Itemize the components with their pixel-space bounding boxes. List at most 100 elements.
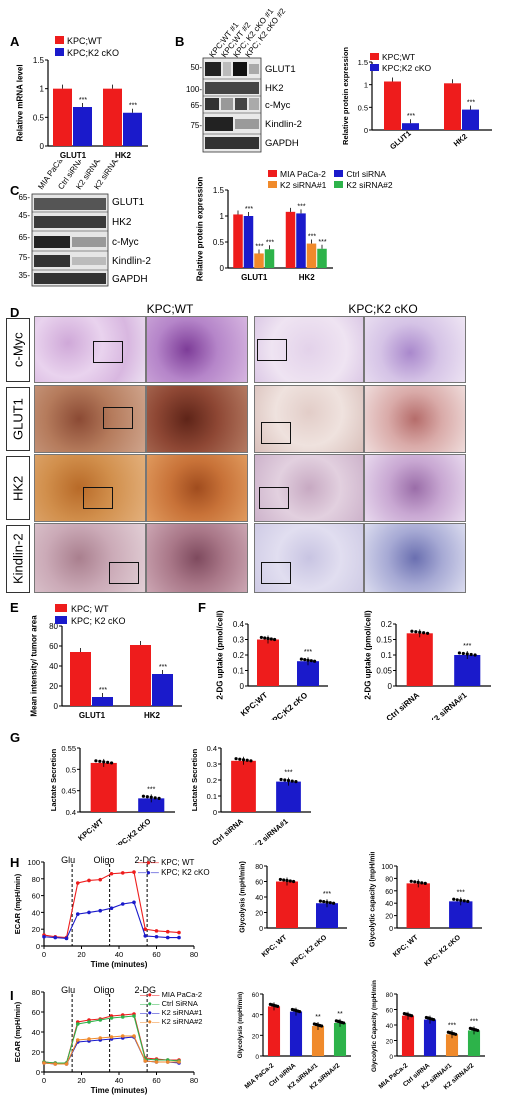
chart-h1-ytick-label-1: 20 bbox=[32, 925, 40, 934]
ihc-hk2-ko-low bbox=[254, 454, 364, 522]
chart-h3-ytick-label-0: 0 bbox=[389, 926, 393, 933]
chart-h3-ytick-label-4: 80 bbox=[385, 876, 393, 883]
chart-i2-ytick-label-3: 60 bbox=[252, 992, 260, 999]
chart-i1-point-3-11 bbox=[165, 1060, 170, 1064]
panel-b-label: B bbox=[175, 34, 185, 49]
panel-i-label: I bbox=[10, 988, 14, 1003]
chart-b-sig-1-0: *** bbox=[407, 113, 415, 120]
chart-h3-ytick-label-2: 40 bbox=[385, 901, 393, 908]
chart-h3-bar-1 bbox=[449, 901, 473, 928]
chart-h1-ecar: 0 20 40 60 80 100 ECAR (mpH/min) 0 20 40 60 80 Time … bbox=[13, 855, 198, 969]
chart-f1-ytick-label-3: 0.3 bbox=[233, 636, 245, 645]
chart-a-bar-0-0 bbox=[53, 88, 72, 146]
chart-g1-ylabel: Lactate Secretion bbox=[49, 748, 58, 811]
chart-h1-point-1-12 bbox=[177, 935, 181, 940]
chart-f2-ylabel: 2-DG uptake (pmol/cell) bbox=[363, 610, 372, 700]
chart-i2-sig-3: ** bbox=[337, 1011, 343, 1018]
chart-f1-ytick-label-1: 0.1 bbox=[233, 667, 245, 676]
chart-b-bar-1-1 bbox=[462, 109, 479, 130]
chart-i3-sig-2: *** bbox=[448, 1022, 456, 1029]
chart-g1-ytick-label-2: 0.5 bbox=[66, 765, 76, 774]
chart-i1-point-1-5 bbox=[98, 1018, 103, 1022]
chart-h2-dot-1-2 bbox=[325, 900, 329, 904]
chart-f2-ytick-label-2: 0.1 bbox=[381, 651, 393, 660]
chart-g2-ytick-label-3: 0.3 bbox=[207, 760, 217, 769]
chart-h2-dot-0-3 bbox=[288, 879, 292, 883]
ihc-glut1-wt-high bbox=[146, 385, 248, 453]
chart-c-bar-0-1 bbox=[285, 211, 296, 268]
chart-f1-dot-1-2 bbox=[306, 658, 310, 662]
chart-h2-dot-1-1 bbox=[322, 900, 326, 904]
chart-h3-dot-0-4 bbox=[423, 881, 427, 885]
panel-h-label: H bbox=[10, 855, 20, 870]
chart-h1-point-0-12 bbox=[177, 930, 181, 935]
chart-i2-bar-2 bbox=[311, 1026, 325, 1056]
chart-g1-dot-0-2 bbox=[102, 760, 106, 764]
blot-b-mw-4: 75- bbox=[190, 121, 202, 130]
chart-c-ytick-label-1: 0.5 bbox=[213, 238, 225, 247]
chart-i3-bar-2 bbox=[445, 1034, 459, 1056]
chart-h3-dot-1-4 bbox=[466, 899, 470, 903]
legend-i: —●— MIA PaCa-2 —●— Ctrl SiRNA —●— K2 siR… bbox=[140, 990, 203, 1026]
chart-i1-xtick-label-4: 80 bbox=[190, 1076, 198, 1085]
chart-e-ytick-label-0: 0 bbox=[54, 702, 59, 711]
chart-c-bar-1-0 bbox=[243, 216, 254, 268]
chart-b-bar-0-1 bbox=[444, 83, 461, 130]
chart-i2-dot-0-4 bbox=[276, 1004, 280, 1008]
chart-g2-dot-1-1 bbox=[283, 778, 287, 782]
ihc-row-label-kindlin2: Kindlin-2 bbox=[6, 525, 30, 593]
chart-h1-point-0-6 bbox=[109, 871, 114, 876]
chart-i1-ecar: 0 20 40 60 80 ECAR (mpH/min) 0 20 40 60 80 Time (mi… bbox=[13, 985, 198, 1095]
chart-f1-bar-0 bbox=[257, 639, 279, 686]
chart-f2-dot-1-0 bbox=[457, 651, 462, 655]
chart-g1-cat-0: KPC;WT bbox=[76, 816, 105, 842]
blot-c: MIA PaCa-2 Ctrl siRNA K2 siRNA#1 K2 siRN… bbox=[0, 150, 190, 300]
legend-c-mia: MIA PaCa-2 bbox=[280, 169, 326, 179]
chart-i1-point-1-7 bbox=[120, 1015, 125, 1019]
chart-i3-ylabel: Glycolytic Capacity (mpH/min) bbox=[371, 980, 378, 1072]
chart-h1-point-1-5 bbox=[98, 908, 103, 913]
chart-h1-point-1-9 bbox=[143, 934, 148, 938]
chart-i2-ytick-label-2: 40 bbox=[252, 1013, 260, 1020]
chart-i3-ytick-label-1: 20 bbox=[386, 1039, 394, 1046]
legend-e: KPC; WT KPC; K2 cKO bbox=[55, 603, 126, 627]
chart-i1-xtick-label-3: 60 bbox=[152, 1076, 160, 1085]
chart-h1-series-0 bbox=[43, 871, 180, 939]
chart-h3-dot-0-2 bbox=[416, 880, 420, 884]
ihc-row-label-cmyc: c-Myc bbox=[6, 318, 30, 382]
legend-a-ko: KPC;K2 cKO bbox=[67, 48, 120, 58]
chart-f1-dot-0-0 bbox=[259, 635, 263, 640]
chart-b-ytick-label-1: 0.5 bbox=[358, 103, 368, 112]
chart-f2-dot-1-2 bbox=[465, 652, 469, 656]
chart-h1-xtick-label-4: 80 bbox=[190, 950, 198, 959]
chart-h3-dot-0-0 bbox=[409, 879, 413, 883]
chart-i1-inject-label-2: 2-DG bbox=[134, 985, 156, 995]
chart-f2-ytick-label-1: 0.05 bbox=[376, 667, 392, 676]
chart-i1-point-3-10 bbox=[154, 1060, 159, 1064]
chart-h1-point-0-9 bbox=[143, 927, 148, 931]
chart-g2-sig-1: *** bbox=[284, 770, 292, 777]
chart-b-ytick-label-2: 1 bbox=[364, 81, 368, 90]
legend-i-mia: MIA PaCa-2 bbox=[161, 990, 203, 999]
chart-i3-dot-3-4 bbox=[476, 1028, 480, 1033]
chart-i1-point-3-9 bbox=[143, 1059, 148, 1063]
legend-b-wt: KPC;WT bbox=[382, 52, 416, 62]
chart-f1-cat-1: KPC;K2 cKO bbox=[266, 691, 309, 720]
blot-b-protein-2: HK2 bbox=[265, 83, 283, 94]
chart-h1-xlabel: Time (minutes) bbox=[91, 960, 148, 969]
chart-g2-ytick-label-2: 0.2 bbox=[207, 776, 217, 785]
chart-g1-sig-1: *** bbox=[147, 786, 155, 793]
blot-c-protein-4: Kindlin-2 bbox=[112, 256, 151, 267]
chart-g2-lactate: 0 0.1 0.2 0.3 0.4 Lactate Secretion Ctrl siRNA… bbox=[190, 744, 311, 845]
chart-i1-point-1-8 bbox=[132, 1014, 136, 1018]
blot-c-mw-2: 45- bbox=[18, 211, 30, 220]
blot-b-protein-1: GLUT1 bbox=[265, 64, 296, 75]
ihc-kindlin2-ko-high bbox=[364, 523, 466, 593]
ihc-hk2-wt-low bbox=[34, 454, 146, 522]
blot-b-protein-4: Kindlin-2 bbox=[265, 119, 302, 130]
blot-c-protein-1: GLUT1 bbox=[112, 197, 145, 208]
blot-c-mw-1: 65- bbox=[18, 193, 30, 202]
chart-i1-point-3-3 bbox=[75, 1038, 80, 1042]
chart-c-sig-1-0: *** bbox=[245, 206, 253, 213]
legend-i-ctrl: Ctrl SiRNA bbox=[161, 999, 198, 1008]
